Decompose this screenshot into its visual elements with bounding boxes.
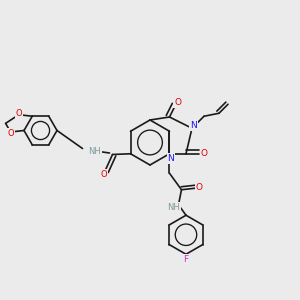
Text: N: N [168, 154, 174, 163]
Text: O: O [15, 109, 22, 118]
Text: F: F [183, 255, 188, 264]
Text: NH: NH [168, 202, 180, 211]
Text: N: N [190, 121, 197, 130]
Text: O: O [7, 129, 14, 138]
Text: O: O [174, 98, 182, 107]
Text: NH: NH [88, 147, 101, 156]
Text: O: O [100, 170, 107, 179]
Text: O: O [196, 183, 203, 192]
Text: O: O [200, 149, 208, 158]
